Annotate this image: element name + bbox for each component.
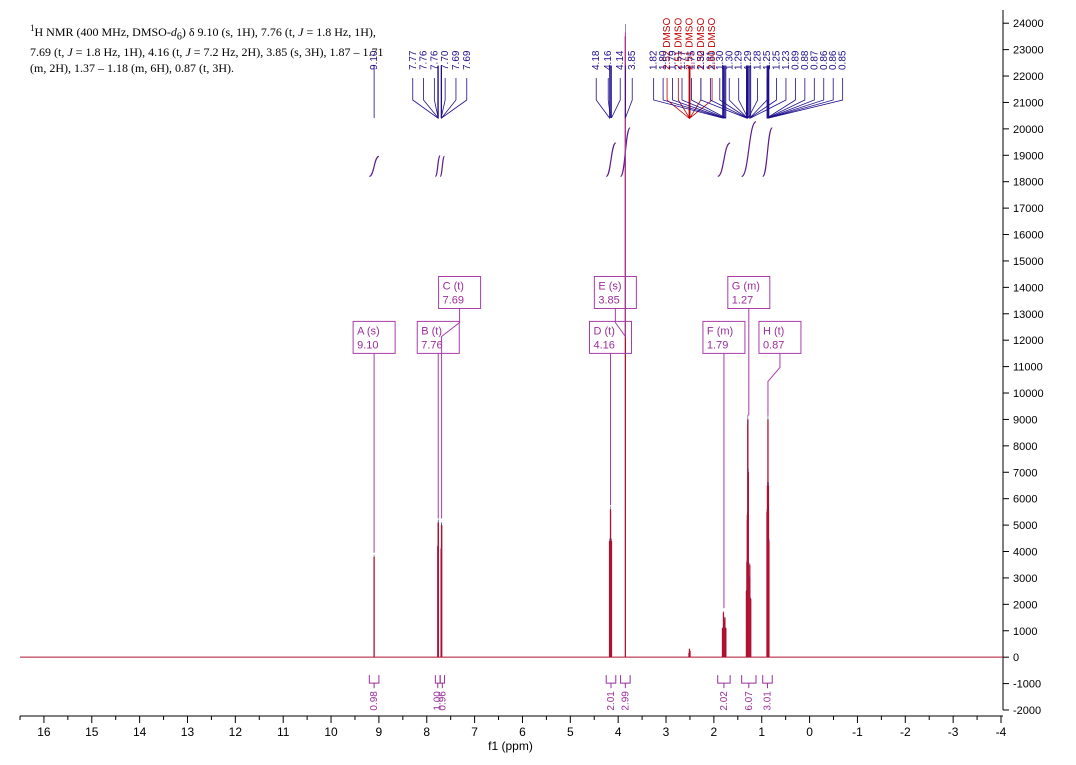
svg-text:1: 1 — [758, 725, 765, 739]
peak-label: 3.85 — [627, 50, 638, 70]
multiplet-label: H (t) — [763, 325, 784, 337]
svg-text:8: 8 — [423, 725, 430, 739]
peak-label: 7.69 — [451, 50, 462, 70]
svg-text:-1000: -1000 — [1013, 679, 1041, 691]
svg-text:-1: -1 — [852, 725, 863, 739]
integral-value: 6.07 — [744, 691, 755, 711]
multiplet-label: B (t) — [421, 325, 442, 337]
svg-text:4: 4 — [615, 725, 622, 739]
svg-text:11000: 11000 — [1013, 362, 1043, 374]
peak-label: 4.18 — [591, 50, 602, 70]
svg-text:10000: 10000 — [1013, 388, 1044, 400]
svg-text:5: 5 — [567, 725, 574, 739]
svg-text:1.79: 1.79 — [707, 339, 728, 351]
svg-text:9000: 9000 — [1013, 414, 1037, 426]
integral-value: 0.96 — [437, 691, 448, 711]
svg-text:14: 14 — [133, 725, 147, 739]
integral-value: 2.02 — [719, 691, 730, 711]
multiplet-label: C (t) — [443, 280, 464, 292]
multiplet-label: D (t) — [594, 325, 615, 337]
svg-text:14000: 14000 — [1013, 282, 1044, 294]
integral-value: 3.01 — [762, 691, 773, 711]
svg-text:19000: 19000 — [1013, 150, 1044, 162]
svg-text:7: 7 — [471, 725, 478, 739]
svg-text:17000: 17000 — [1013, 203, 1044, 215]
svg-text:12: 12 — [229, 725, 243, 739]
svg-text:4000: 4000 — [1013, 547, 1037, 559]
svg-text:4.16: 4.16 — [594, 339, 615, 351]
svg-text:13000: 13000 — [1013, 309, 1044, 321]
peak-label: 0.85 — [838, 50, 849, 70]
svg-text:3.85: 3.85 — [598, 294, 619, 306]
svg-text:0: 0 — [806, 725, 813, 739]
peak-label: 7.76 — [429, 50, 440, 70]
svg-text:6000: 6000 — [1013, 494, 1037, 506]
svg-text:21000: 21000 — [1013, 97, 1044, 109]
svg-text:10: 10 — [324, 725, 338, 739]
svg-text:16000: 16000 — [1013, 230, 1044, 242]
peak-label: 4.16 — [603, 50, 614, 70]
svg-text:2000: 2000 — [1013, 599, 1037, 611]
svg-text:12000: 12000 — [1013, 335, 1044, 347]
multiplet-label: G (m) — [732, 280, 760, 292]
multiplet-label: F (m) — [707, 325, 733, 337]
peak-label: 4.14 — [615, 50, 626, 70]
nmr-spectrum: -2000 -1000 0 1000 2000 3000 4000 5000 6000 7000 8… — [0, 0, 1076, 765]
multiplet-label: A (s) — [357, 325, 380, 337]
svg-text:3: 3 — [663, 725, 670, 739]
svg-text:1000: 1000 — [1013, 626, 1037, 638]
svg-text:7000: 7000 — [1013, 467, 1037, 479]
peak-label: 7.76 — [419, 50, 430, 70]
svg-text:3000: 3000 — [1013, 573, 1037, 585]
svg-text:22000: 22000 — [1013, 71, 1044, 83]
svg-text:7.69: 7.69 — [443, 294, 464, 306]
multiplet-label: E (s) — [598, 280, 621, 292]
svg-text:15: 15 — [85, 725, 99, 739]
integral-value: 2.99 — [620, 691, 631, 711]
svg-text:24000: 24000 — [1013, 18, 1044, 30]
svg-text:16: 16 — [37, 725, 51, 739]
svg-text:f1 (ppm): f1 (ppm) — [488, 739, 533, 753]
svg-text:1.27: 1.27 — [732, 294, 753, 306]
svg-text:-2000: -2000 — [1013, 705, 1041, 717]
svg-text:7.76: 7.76 — [421, 339, 442, 351]
integral-value: 0.98 — [369, 691, 380, 711]
svg-text:-4: -4 — [996, 725, 1007, 739]
svg-text:9.10: 9.10 — [357, 339, 378, 351]
peak-label: 7.77 — [408, 50, 419, 70]
svg-text:20000: 20000 — [1013, 124, 1044, 136]
svg-text:0: 0 — [1013, 652, 1019, 664]
svg-text:-3: -3 — [948, 725, 959, 739]
svg-text:15000: 15000 — [1013, 256, 1044, 268]
svg-text:8000: 8000 — [1013, 441, 1037, 453]
svg-text:6: 6 — [519, 725, 526, 739]
svg-text:-2: -2 — [900, 725, 911, 739]
peak-label: 7.69 — [462, 50, 473, 70]
svg-text:11: 11 — [277, 725, 290, 739]
svg-text:23000: 23000 — [1013, 45, 1044, 57]
svg-text:2: 2 — [711, 725, 718, 739]
svg-text:5000: 5000 — [1013, 520, 1037, 532]
peak-label: 9.10 — [369, 50, 380, 70]
svg-text:13: 13 — [181, 725, 195, 739]
svg-text:9: 9 — [376, 725, 383, 739]
integral-value: 2.01 — [606, 691, 617, 711]
svg-text:18000: 18000 — [1013, 177, 1044, 189]
svg-text:0.87: 0.87 — [763, 339, 784, 351]
